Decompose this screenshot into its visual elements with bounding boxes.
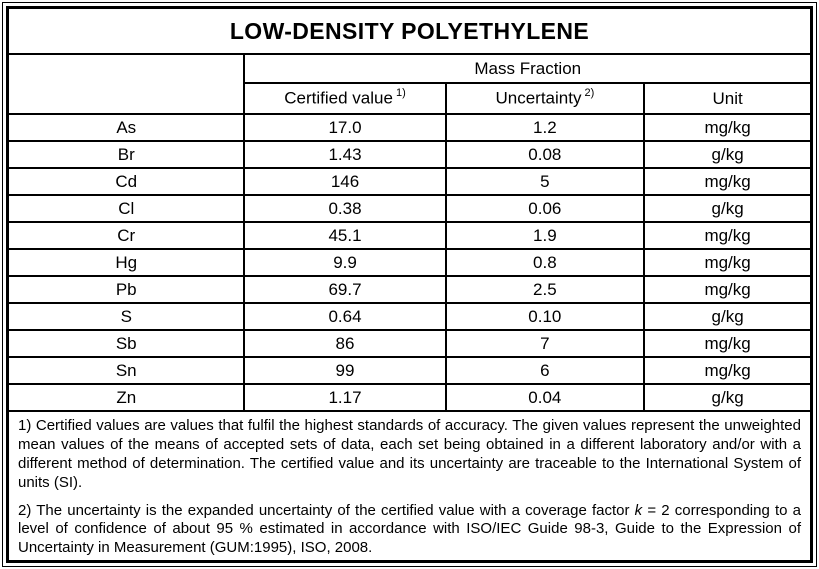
row-uncertainty: 0.10 bbox=[444, 302, 646, 331]
row-unit: g/kg bbox=[643, 383, 810, 411]
certified-value-label: Certified value bbox=[284, 88, 393, 108]
row-certified-value: 99 bbox=[243, 356, 447, 385]
footnote-1: 1) Certified values are values that fulf… bbox=[18, 417, 801, 491]
row-unit: mg/kg bbox=[643, 248, 810, 277]
table-row: Cl 0.38 0.06 g/kg bbox=[9, 194, 810, 223]
row-certified-value: 1.17 bbox=[243, 383, 447, 411]
row-certified-value: 146 bbox=[243, 167, 447, 196]
row-uncertainty: 1.2 bbox=[444, 113, 646, 142]
row-certified-value: 17.0 bbox=[243, 113, 447, 142]
group-header-row: Mass Fraction bbox=[9, 54, 810, 115]
row-unit: mg/kg bbox=[643, 113, 810, 142]
row-element: Zn bbox=[9, 383, 246, 411]
table-row: Cd 146 5 mg/kg bbox=[9, 167, 810, 196]
col-header-certified-value: Certified value 1) bbox=[243, 82, 447, 115]
row-uncertainty: 0.04 bbox=[444, 383, 646, 411]
row-element: Cr bbox=[9, 221, 246, 250]
certificate-table-frame: LOW-DENSITY POLYETHYLENE Mass Fraction C… bbox=[6, 6, 813, 563]
table-body: As 17.0 1.2 mg/kg Br 1.43 0.08 g/kg Cd 146 5 mg/kg C… bbox=[9, 113, 810, 411]
page-title: LOW-DENSITY POLYETHYLENE bbox=[9, 9, 810, 55]
uncertainty-label: Uncertainty bbox=[495, 88, 582, 108]
footnote-2-text-post: = 2 corresponding to a level of confiden… bbox=[18, 501, 801, 557]
row-element: As bbox=[9, 113, 246, 142]
row-unit: mg/kg bbox=[643, 275, 810, 304]
footnote-2: 2) The uncertainty is the expanded uncer… bbox=[18, 502, 801, 559]
row-unit: mg/kg bbox=[643, 167, 810, 196]
table-head: Mass Fraction Certified value 1) Uncertai… bbox=[9, 54, 810, 115]
row-element: Sb bbox=[9, 329, 246, 358]
footnotes-section: 1) Certified values are values that fulf… bbox=[9, 410, 810, 560]
col-header-uncertainty: Uncertainty 2) bbox=[444, 82, 646, 115]
row-certified-value: 0.64 bbox=[243, 302, 447, 331]
row-element: Br bbox=[9, 140, 246, 169]
row-unit: g/kg bbox=[643, 140, 810, 169]
row-uncertainty: 0.8 bbox=[444, 248, 646, 277]
footnote-2-text-pre: 2) The uncertainty is the expanded uncer… bbox=[18, 501, 635, 519]
footnote-ref-2-sup: 2) bbox=[584, 87, 595, 100]
row-certified-value: 0.38 bbox=[243, 194, 447, 223]
certified-values-table: Mass Fraction Certified value 1) Uncertai… bbox=[9, 54, 810, 411]
row-element: Cd bbox=[9, 167, 246, 196]
table-row: Sn 99 6 mg/kg bbox=[9, 356, 810, 385]
row-unit: g/kg bbox=[643, 194, 810, 223]
row-unit: mg/kg bbox=[643, 356, 810, 385]
mass-fraction-header: Mass Fraction bbox=[243, 54, 810, 84]
table-row: As 17.0 1.2 mg/kg bbox=[9, 113, 810, 142]
table-row: Zn 1.17 0.04 g/kg bbox=[9, 383, 810, 411]
table-row: Hg 9.9 0.8 mg/kg bbox=[9, 248, 810, 277]
row-element: Hg bbox=[9, 248, 246, 277]
coverage-factor-symbol: k bbox=[634, 501, 643, 519]
table-row: Br 1.43 0.08 g/kg bbox=[9, 140, 810, 169]
row-certified-value: 9.9 bbox=[243, 248, 447, 277]
row-uncertainty: 5 bbox=[444, 167, 646, 196]
row-uncertainty: 0.06 bbox=[444, 194, 646, 223]
table-row: Pb 69.7 2.5 mg/kg bbox=[9, 275, 810, 304]
row-certified-value: 1.43 bbox=[243, 140, 447, 169]
row-element: Pb bbox=[9, 275, 246, 304]
row-element: Sn bbox=[9, 356, 246, 385]
row-uncertainty: 1.9 bbox=[444, 221, 646, 250]
column-header-row: Certified value 1) Uncertainty 2) Unit bbox=[9, 82, 810, 115]
row-unit: g/kg bbox=[643, 302, 810, 331]
row-uncertainty: 7 bbox=[444, 329, 646, 358]
table-row: Sb 86 7 mg/kg bbox=[9, 329, 810, 358]
row-element: Cl bbox=[9, 194, 246, 223]
row-certified-value: 45.1 bbox=[243, 221, 447, 250]
table-row: Cr 45.1 1.9 mg/kg bbox=[9, 221, 810, 250]
row-element: S bbox=[9, 302, 246, 331]
row-uncertainty: 2.5 bbox=[444, 275, 646, 304]
col-header-unit: Unit bbox=[643, 82, 810, 115]
row-certified-value: 69.7 bbox=[243, 275, 447, 304]
row-uncertainty: 6 bbox=[444, 356, 646, 385]
row-unit: mg/kg bbox=[643, 221, 810, 250]
row-unit: mg/kg bbox=[643, 329, 810, 358]
footnote-ref-1-sup: 1) bbox=[395, 87, 406, 100]
row-certified-value: 86 bbox=[243, 329, 447, 358]
row-uncertainty: 0.08 bbox=[444, 140, 646, 169]
table-row: S 0.64 0.10 g/kg bbox=[9, 302, 810, 331]
corner-empty-cell bbox=[9, 54, 246, 115]
